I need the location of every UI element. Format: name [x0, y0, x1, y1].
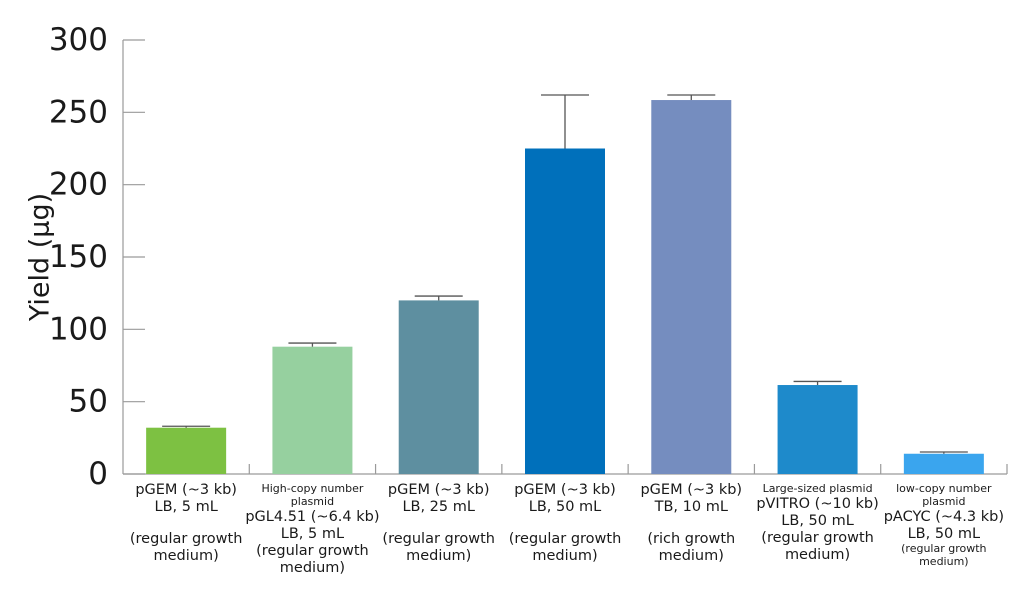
x-tick-label-line: low-copy number	[896, 482, 992, 495]
x-tick-label-line: medium)	[919, 555, 969, 569]
x-tick-label-line: (regular growth	[256, 543, 369, 560]
x-tick-label: low-copy number plasmid pACYC (~4.3 kb) LB,…	[874, 482, 1014, 569]
x-tick-label-line: plasmid	[922, 494, 966, 508]
x-tick-label: pGEM (~3 kb) LB, 5 mL (regular growth mediu…	[116, 482, 256, 565]
error-bars	[162, 94, 968, 454]
x-tick-label-line: pVITRO (~10 kb)	[756, 495, 879, 512]
x-tick-label-line: Large-sized plasmid	[762, 482, 873, 495]
x-tick-label-line: LB, 50 mL	[781, 513, 854, 530]
x-tick-label-line: (rich growth	[647, 531, 736, 548]
x-tick-label-line: plasmid	[290, 494, 335, 508]
x-tick-label-line: LB, 5 mL	[280, 526, 345, 543]
bar	[398, 300, 479, 474]
x-tick-label: pGEM (~3 kb) LB, 25 mL (regular growth medi…	[369, 482, 509, 565]
x-tick-label-line: High-copy number	[261, 482, 364, 495]
x-tick-label-line: pGEM (~3 kb)	[514, 482, 616, 498]
y-tick-label: 250	[49, 94, 108, 130]
x-tick-label-line: pGEM (~3 kb)	[135, 482, 237, 498]
x-tick-label-line: medium)	[658, 548, 724, 565]
x-tick-label-line: LB, 50 mL	[907, 526, 981, 543]
x-tick-label-line: pGEM (~3 kb)	[387, 482, 490, 498]
x-tick-label-line: (regular growth	[901, 542, 987, 556]
y-tick-label: 200	[49, 167, 108, 203]
x-tick-label-line: (regular growth	[508, 531, 622, 548]
y-tick-label: 150	[49, 239, 108, 275]
x-tick-label-line	[369, 516, 509, 531]
bar	[146, 427, 227, 474]
x-tick-label-line	[621, 516, 761, 531]
y-tick-label: 100	[49, 311, 108, 347]
x-tick-label-line: TB, 10 mL	[654, 499, 728, 516]
x-tick-label-line: LB, 5 mL	[154, 499, 218, 516]
x-tick-label-line: medium)	[279, 560, 346, 577]
x-tick-label-line: LB, 50 mL	[528, 499, 602, 516]
x-tick-label: pGEM (~3 kb) LB, 50 mL (regular growth medi…	[495, 482, 635, 565]
x-tick-label-line: medium)	[153, 548, 219, 565]
y-tick-label: 0	[88, 456, 108, 492]
bar	[651, 100, 732, 474]
x-tick-label-line: pGL4.51 (~6.4 kb)	[245, 508, 380, 525]
x-tick-label: Large-sized plasmid pVITRO (~10 kb) LB, 50…	[748, 482, 888, 564]
y-axis-label: Yield (µg)	[25, 193, 56, 322]
bar	[903, 453, 984, 474]
x-tick-label-line: medium)	[784, 547, 851, 564]
x-tick-label-line: medium)	[532, 548, 598, 565]
x-tick-label-line: (regular growth	[382, 531, 495, 548]
x-tick-label-line: medium)	[406, 548, 472, 565]
x-tick-label-line	[116, 516, 256, 531]
x-tick-label-line: pACYC (~4.3 kb)	[883, 508, 1004, 525]
bars	[146, 100, 984, 474]
x-tick-label-line: (regular growth	[129, 531, 243, 548]
x-tick-label-line: pGEM (~3 kb)	[640, 482, 743, 498]
y-tick-label: 300	[49, 22, 108, 58]
bar	[525, 148, 605, 474]
x-tick-label-line: LB, 25 mL	[402, 499, 475, 516]
x-tick-label: High-copy number plasmid pGL4.51 (~6.4 kb)…	[242, 482, 382, 577]
bar	[272, 346, 353, 474]
x-tick-label: pGEM (~3 kb) TB, 10 mL (rich growth medium)	[621, 482, 761, 565]
x-tick-label-line: (regular growth	[761, 530, 874, 547]
bar	[777, 385, 858, 474]
y-tick-label: 50	[69, 384, 108, 420]
x-tick-label-line	[495, 516, 635, 531]
axes: 0 50 100 150 200 250 300	[49, 22, 1008, 492]
